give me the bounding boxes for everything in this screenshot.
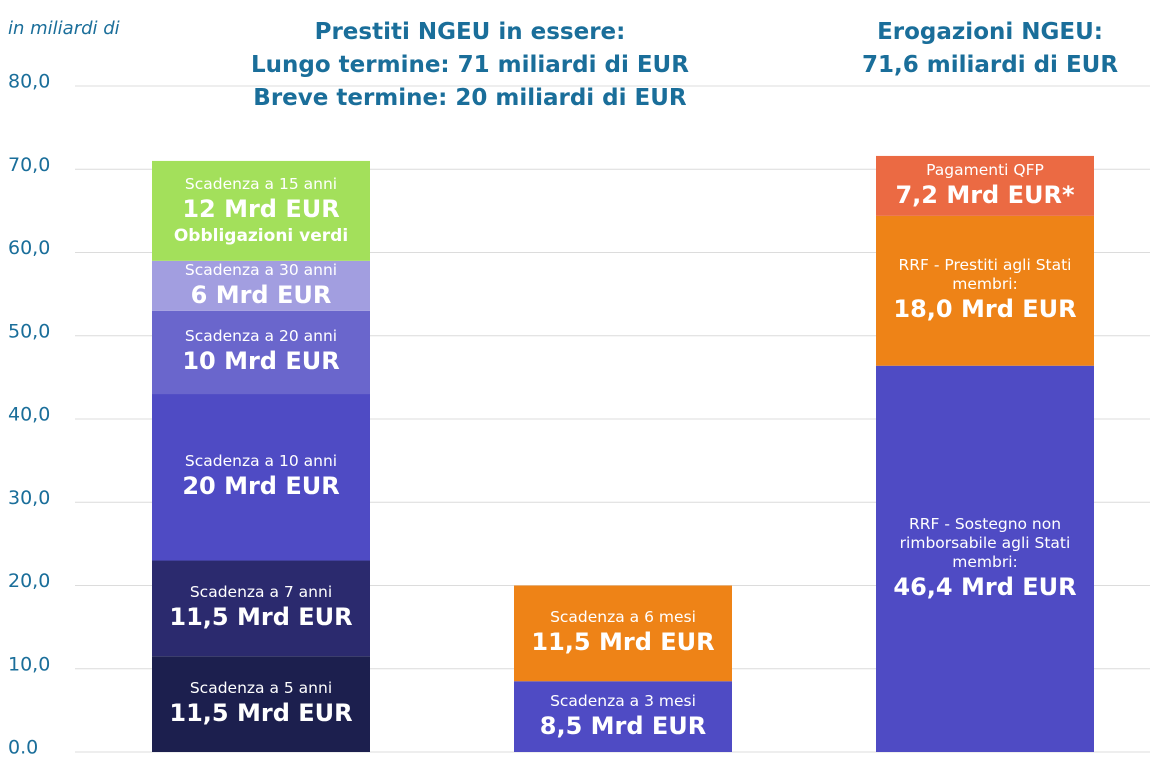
bar-segment: [152, 560, 370, 657]
segment-label: Scadenza a 5 anni 11,5 Mrd EUR: [152, 656, 370, 752]
value-label: 6 Mrd EUR: [190, 280, 332, 309]
bar-segment: [514, 681, 732, 752]
value-label: 11,5 Mrd EUR: [531, 628, 715, 657]
segment-name: Scadenza a 7 anni: [189, 583, 333, 602]
value-label: 18,0 Mrd EUR: [893, 295, 1077, 324]
segment-name: Scadenza a 6 mesi: [550, 608, 696, 627]
heading-line: Erogazioni NGEU:: [877, 19, 1103, 45]
heading: Erogazioni NGEU: 71,6 miliardi di EUR: [862, 16, 1118, 82]
segment-label: Scadenza a 6 mesi 11,5 Mrd EUR: [514, 586, 732, 682]
bar-segment: [152, 394, 370, 561]
heading-line: 71,6 miliardi di EUR: [862, 52, 1119, 78]
bar-segment: [152, 160, 370, 261]
segment-label: RRF - Prestiti agli Stati membri: 18,0 Mr…: [876, 216, 1094, 366]
bar-segment: [876, 365, 1094, 752]
segment-name: Scadenza a 5 anni: [189, 679, 333, 698]
y-tick-label: 10,0: [8, 653, 50, 675]
value-label: 10 Mrd EUR: [182, 347, 340, 376]
heading: Prestiti NGEU in essere: Lungo termine: 7…: [251, 16, 689, 115]
bar-segment: [152, 310, 370, 395]
bar-segment: [876, 155, 1094, 216]
bar-segment: [152, 656, 370, 752]
segment-name: Scadenza a 10 anni: [184, 452, 338, 471]
y-tick-label: 0.0: [8, 737, 38, 758]
segment-name: Scadenza a 30 anni: [184, 260, 338, 279]
bar-segment: [152, 260, 370, 311]
heading-line: Breve termine: 20 miliardi di EUR: [253, 85, 687, 111]
y-tick-label: 20,0: [8, 570, 50, 592]
y-tick-label: 70,0: [8, 154, 50, 176]
segment-name: RRF - Prestiti agli Stati membri:: [898, 256, 1072, 294]
segment-label: Scadenza a 10 anni 20 Mrd EUR: [152, 394, 370, 561]
y-tick-label: 40,0: [8, 404, 50, 426]
segment-label: Scadenza a 15 anni 12 Mrd EUR Obbligazioni…: [152, 161, 370, 261]
value-label: 20 Mrd EUR: [182, 472, 340, 501]
heading-line: Prestiti NGEU in essere:: [314, 19, 626, 45]
segment-label: Scadenza a 20 anni 10 Mrd EUR: [152, 311, 370, 394]
segment-label: Scadenza a 3 mesi 8,5 Mrd EUR: [514, 681, 732, 752]
value-label: 11,5 Mrd EUR: [169, 699, 353, 728]
bar-segment: [876, 215, 1094, 366]
segment-label: Scadenza a 30 anni 6 Mrd EUR: [152, 261, 370, 311]
y-tick-label: 60,0: [8, 237, 50, 259]
y-tick-label: 30,0: [8, 487, 50, 509]
segment-name: Scadenza a 15 anni: [184, 174, 338, 193]
value-label: 7,2 Mrd EUR*: [895, 180, 1075, 209]
value-label: 12 Mrd EUR: [182, 194, 340, 223]
segment-name: Scadenza a 3 mesi: [550, 691, 696, 710]
segment-label: RRF - Sostegno non rimborsabile agli Sta…: [876, 366, 1094, 752]
segment-name: Scadenza a 20 anni: [184, 327, 338, 346]
value-label: 46,4 Mrd EUR: [893, 572, 1077, 601]
y-tick-label: 80,0: [8, 71, 50, 93]
heading-line: Lungo termine: 71 miliardi di EUR: [251, 52, 689, 78]
value-label: 11,5 Mrd EUR: [169, 603, 353, 632]
y-tick-label: 50,0: [8, 320, 50, 342]
segment-name: RRF - Sostegno non rimborsabile agli Sta…: [899, 514, 1071, 571]
y-axis-label: in miliardi di: [8, 18, 120, 39]
segment-label: Pagamenti QFP 7,2 Mrd EUR*: [876, 156, 1094, 216]
segment-name: Pagamenti QFP: [926, 160, 1044, 179]
segment-note: Obbligazioni verdi: [173, 225, 349, 246]
bar-segment: [514, 585, 732, 682]
segment-label: Scadenza a 7 anni 11,5 Mrd EUR: [152, 561, 370, 657]
value-label: 8,5 Mrd EUR: [539, 711, 707, 740]
